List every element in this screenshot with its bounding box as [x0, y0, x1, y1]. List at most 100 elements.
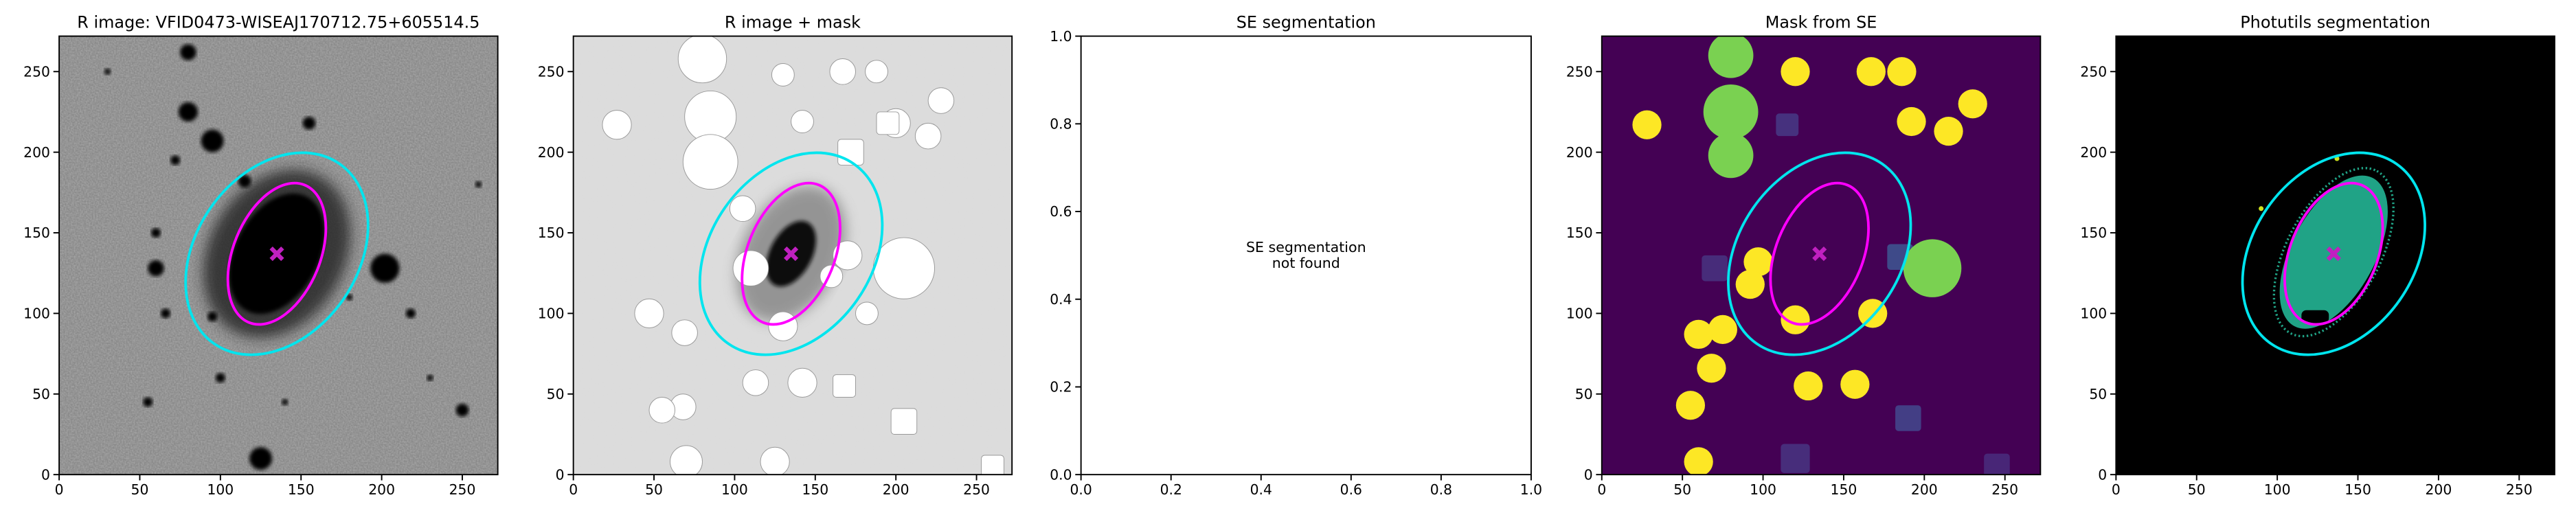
- mask-circle: [791, 110, 814, 133]
- center-marker: [784, 246, 799, 262]
- mask-circle: [1781, 57, 1810, 87]
- center-marker: [1812, 246, 1827, 262]
- axes-frame: [1601, 35, 2042, 476]
- star: [160, 308, 171, 319]
- mask-circle: [1897, 106, 1926, 137]
- y-tick-label: 0.6: [1050, 203, 1072, 220]
- x-tick-label: 250: [2506, 481, 2533, 498]
- panel-title: SE segmentation: [1236, 13, 1376, 32]
- outer-ellipse: [698, 151, 884, 356]
- y-tick-label: 200: [538, 144, 565, 161]
- mask-square: [833, 374, 856, 398]
- inner-ellipse: [1769, 181, 1870, 326]
- x-tick-label: 150: [802, 481, 828, 498]
- y-tick-label: 0: [41, 466, 50, 483]
- mask-circle: [1703, 84, 1759, 139]
- y-tick-label: 250: [23, 63, 50, 80]
- y-tick-label: 50: [32, 386, 50, 402]
- mask-circle: [602, 110, 632, 140]
- mask-circle: [1684, 319, 1713, 350]
- mask-square: [876, 111, 900, 135]
- segment-gap: [2301, 310, 2329, 323]
- star: [170, 155, 181, 165]
- mask-circle: [829, 58, 856, 85]
- panel: Mask from SE 0 50 100 150 200 250 0 50 100 150 200 2…: [1566, 13, 2042, 498]
- mask-circle: [927, 87, 955, 114]
- star: [180, 44, 196, 60]
- faint-square: [1781, 444, 1810, 473]
- star: [104, 68, 111, 75]
- y-tick-label: 50: [2089, 386, 2107, 402]
- mask-square: [890, 408, 918, 435]
- x-tick-label: 100: [1750, 481, 1776, 498]
- star: [201, 129, 224, 152]
- y-tick-label: 150: [23, 225, 50, 241]
- mask-circle: [768, 311, 798, 341]
- x-tick-label: 0.0: [1070, 481, 1092, 498]
- y-tick-label: 100: [23, 306, 50, 322]
- panel: R image + mask 0 50 100 150 200 250 0 50 100 150 20…: [538, 13, 1013, 498]
- mask-circle: [914, 122, 942, 150]
- mask-circle: [1708, 36, 1754, 78]
- mask-circle: [732, 250, 769, 286]
- y-tick-label: 0: [556, 466, 565, 483]
- mask-circle: [1840, 369, 1870, 399]
- x-tick-label: 50: [2188, 481, 2206, 498]
- mask-circle: [742, 369, 769, 396]
- y-tick-label: 0.0: [1050, 466, 1072, 483]
- x-tick-label: 0.6: [1340, 481, 1362, 498]
- star: [207, 312, 218, 322]
- x-tick-label: 50: [1673, 481, 1691, 498]
- x-tick-label: 250: [449, 481, 476, 498]
- y-tick-label: 1.0: [1050, 28, 1072, 45]
- axes-frame: [572, 35, 1013, 476]
- axes-frame: [58, 35, 499, 476]
- mask-circle: [634, 298, 664, 329]
- y-tick-label: 0: [1584, 466, 1593, 483]
- star: [238, 174, 251, 188]
- x-tick-label: 0: [569, 481, 578, 498]
- y-tick-label: 200: [1566, 144, 1593, 161]
- mask-circle: [1632, 110, 1662, 139]
- y-tick-label: 0.4: [1050, 291, 1072, 308]
- mask-circle: [682, 134, 738, 190]
- x-tick-label: 150: [2345, 481, 2371, 498]
- y-tick-label: 0: [2098, 466, 2107, 483]
- x-tick-label: 0: [1597, 481, 1606, 498]
- y-tick-label: 150: [538, 225, 565, 241]
- mask-circle: [855, 301, 879, 325]
- star: [282, 398, 289, 406]
- x-tick-label: 100: [721, 481, 748, 498]
- image: [59, 36, 498, 475]
- star: [370, 253, 400, 283]
- star: [405, 308, 416, 319]
- y-tick-label: 0.2: [1050, 379, 1072, 396]
- x-tick-label: 0: [55, 481, 64, 498]
- x-tick-label: 0.8: [1430, 481, 1452, 498]
- y-tick-label: 100: [1566, 306, 1593, 322]
- inner-ellipse: [226, 181, 328, 326]
- mask-square: [981, 455, 1004, 475]
- faint-square: [1895, 405, 1921, 431]
- mask-circle: [1735, 270, 1765, 299]
- x-tick-label: 0: [2112, 481, 2121, 498]
- mask-circle: [1684, 447, 1713, 475]
- star: [302, 116, 316, 130]
- x-tick-label: 200: [368, 481, 395, 498]
- mask-circle: [1697, 354, 1726, 383]
- annotation: SE segmentation: [1246, 239, 1366, 255]
- y-tick-label: 150: [1566, 225, 1593, 241]
- mask-circle: [671, 319, 698, 346]
- x-tick-label: 100: [207, 481, 234, 498]
- x-tick-label: 50: [645, 481, 663, 498]
- mask-circle: [865, 60, 888, 84]
- x-tick-label: 200: [1911, 481, 1938, 498]
- mask-circle: [677, 36, 727, 84]
- mask-circle: [670, 445, 703, 475]
- x-tick-label: 200: [883, 481, 909, 498]
- center-marker: [2326, 246, 2341, 262]
- image: [1081, 36, 1531, 475]
- mask-circle: [787, 367, 817, 398]
